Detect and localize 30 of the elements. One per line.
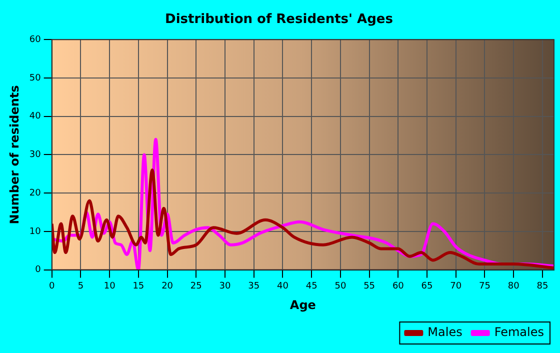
x-tick-label: 5 bbox=[78, 282, 84, 292]
x-tick-label: 25 bbox=[190, 282, 202, 292]
x-tick-label: 50 bbox=[334, 282, 346, 292]
y-tick-label: 50 bbox=[29, 73, 42, 84]
x-tick-label: 85 bbox=[536, 282, 548, 292]
x-tick-label: 65 bbox=[421, 282, 433, 292]
x-tick-label: 35 bbox=[248, 282, 260, 292]
y-tick-label: 20 bbox=[29, 188, 42, 198]
x-tick-label: 55 bbox=[364, 282, 376, 292]
legend-label: Females bbox=[494, 325, 544, 340]
y-tick-label: 30 bbox=[29, 150, 42, 160]
y-tick-label: 60 bbox=[29, 34, 42, 45]
x-tick-label: 70 bbox=[450, 282, 462, 292]
y-axis-title: Number of residents bbox=[7, 85, 22, 224]
x-tick-label: 15 bbox=[132, 282, 144, 292]
x-tick-label: 80 bbox=[508, 282, 520, 292]
x-tick-label: 10 bbox=[104, 282, 116, 292]
chart-title: Distribution of Residents' Ages bbox=[165, 12, 394, 28]
legend-label: Males bbox=[428, 325, 462, 340]
x-tick-label: 75 bbox=[479, 282, 490, 292]
x-tick-label: 30 bbox=[219, 282, 232, 292]
x-tick-label: 45 bbox=[306, 282, 318, 292]
x-tick-label: 0 bbox=[48, 282, 55, 292]
y-tick-label: 10 bbox=[29, 226, 42, 237]
y-tick-label: 0 bbox=[35, 265, 42, 276]
x-tick-label: 40 bbox=[277, 282, 289, 292]
x-tick-label: 20 bbox=[162, 282, 174, 292]
x-axis-title: Age bbox=[290, 298, 316, 312]
y-tick-label: 40 bbox=[29, 112, 42, 122]
x-tick-label: 60 bbox=[392, 282, 404, 292]
